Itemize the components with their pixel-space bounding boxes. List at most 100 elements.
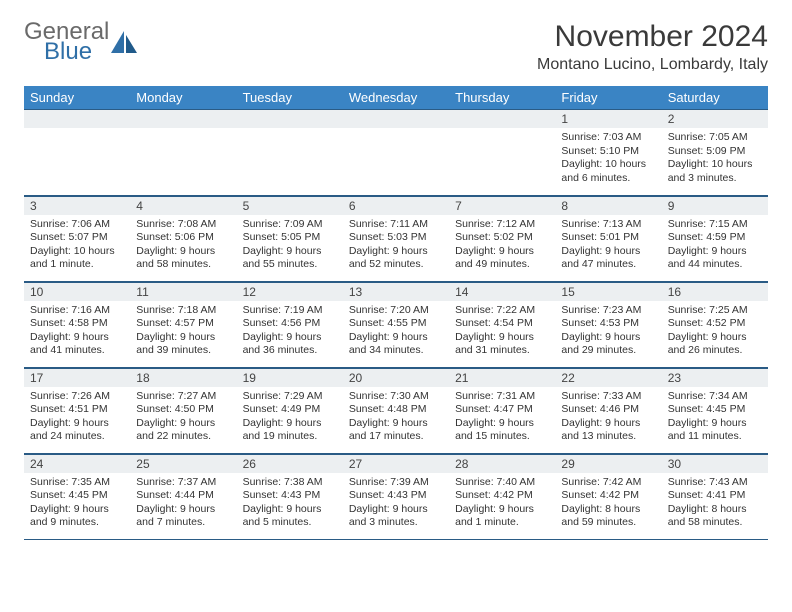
day-number: 28 <box>449 454 555 473</box>
calendar-cell: 8Sunrise: 7:13 AMSunset: 5:01 PMDaylight… <box>555 195 661 281</box>
title-block: November 2024 Montano Lucino, Lombardy, … <box>537 20 768 74</box>
day-text: Sunrise: 7:39 AMSunset: 4:43 PMDaylight:… <box>343 473 449 535</box>
day-text: Sunrise: 7:12 AMSunset: 5:02 PMDaylight:… <box>449 215 555 277</box>
day-text: Sunrise: 7:15 AMSunset: 4:59 PMDaylight:… <box>662 215 768 277</box>
calendar-cell: 16Sunrise: 7:25 AMSunset: 4:52 PMDayligh… <box>662 281 768 367</box>
day-number <box>449 109 555 128</box>
calendar-cell: 30Sunrise: 7:43 AMSunset: 4:41 PMDayligh… <box>662 453 768 539</box>
day-number <box>237 109 343 128</box>
day-text: Sunrise: 7:03 AMSunset: 5:10 PMDaylight:… <box>555 128 661 190</box>
day-number: 20 <box>343 368 449 387</box>
calendar-cell: 22Sunrise: 7:33 AMSunset: 4:46 PMDayligh… <box>555 367 661 453</box>
day-text: Sunrise: 7:06 AMSunset: 5:07 PMDaylight:… <box>24 215 130 277</box>
calendar-week: 24Sunrise: 7:35 AMSunset: 4:45 PMDayligh… <box>24 453 768 539</box>
calendar-week: 10Sunrise: 7:16 AMSunset: 4:58 PMDayligh… <box>24 281 768 367</box>
calendar-cell: 10Sunrise: 7:16 AMSunset: 4:58 PMDayligh… <box>24 281 130 367</box>
brand-logo: General Blue <box>24 20 137 64</box>
weekday-header: Monday <box>130 86 236 109</box>
weekday-header: Friday <box>555 86 661 109</box>
day-number: 3 <box>24 196 130 215</box>
day-number: 5 <box>237 196 343 215</box>
calendar-cell: 15Sunrise: 7:23 AMSunset: 4:53 PMDayligh… <box>555 281 661 367</box>
calendar-cell: 7Sunrise: 7:12 AMSunset: 5:02 PMDaylight… <box>449 195 555 281</box>
day-number <box>130 109 236 128</box>
calendar-cell <box>343 109 449 195</box>
calendar-cell: 26Sunrise: 7:38 AMSunset: 4:43 PMDayligh… <box>237 453 343 539</box>
day-number: 7 <box>449 196 555 215</box>
day-text <box>237 128 343 188</box>
day-text: Sunrise: 7:42 AMSunset: 4:42 PMDaylight:… <box>555 473 661 535</box>
day-number: 15 <box>555 282 661 301</box>
calendar-cell: 19Sunrise: 7:29 AMSunset: 4:49 PMDayligh… <box>237 367 343 453</box>
day-number: 24 <box>24 454 130 473</box>
weekday-header: Tuesday <box>237 86 343 109</box>
day-number: 25 <box>130 454 236 473</box>
day-number: 22 <box>555 368 661 387</box>
calendar-cell: 3Sunrise: 7:06 AMSunset: 5:07 PMDaylight… <box>24 195 130 281</box>
day-number: 13 <box>343 282 449 301</box>
day-number: 9 <box>662 196 768 215</box>
day-number: 17 <box>24 368 130 387</box>
day-text: Sunrise: 7:34 AMSunset: 4:45 PMDaylight:… <box>662 387 768 449</box>
day-text: Sunrise: 7:05 AMSunset: 5:09 PMDaylight:… <box>662 128 768 190</box>
day-number: 21 <box>449 368 555 387</box>
header: General Blue November 2024 Montano Lucin… <box>24 20 768 74</box>
weekday-header: Thursday <box>449 86 555 109</box>
calendar-cell: 2Sunrise: 7:05 AMSunset: 5:09 PMDaylight… <box>662 109 768 195</box>
day-text: Sunrise: 7:26 AMSunset: 4:51 PMDaylight:… <box>24 387 130 449</box>
calendar-table: SundayMondayTuesdayWednesdayThursdayFrid… <box>24 86 768 540</box>
day-text <box>343 128 449 188</box>
day-text: Sunrise: 7:20 AMSunset: 4:55 PMDaylight:… <box>343 301 449 363</box>
day-number: 19 <box>237 368 343 387</box>
day-number: 23 <box>662 368 768 387</box>
calendar-cell: 29Sunrise: 7:42 AMSunset: 4:42 PMDayligh… <box>555 453 661 539</box>
day-text: Sunrise: 7:18 AMSunset: 4:57 PMDaylight:… <box>130 301 236 363</box>
weekday-header: Saturday <box>662 86 768 109</box>
day-text: Sunrise: 7:23 AMSunset: 4:53 PMDaylight:… <box>555 301 661 363</box>
calendar-cell <box>237 109 343 195</box>
location: Montano Lucino, Lombardy, Italy <box>537 56 768 74</box>
day-text: Sunrise: 7:40 AMSunset: 4:42 PMDaylight:… <box>449 473 555 535</box>
day-number: 1 <box>555 109 661 128</box>
calendar-cell: 23Sunrise: 7:34 AMSunset: 4:45 PMDayligh… <box>662 367 768 453</box>
calendar-cell: 9Sunrise: 7:15 AMSunset: 4:59 PMDaylight… <box>662 195 768 281</box>
day-number <box>24 109 130 128</box>
day-number: 29 <box>555 454 661 473</box>
day-text: Sunrise: 7:37 AMSunset: 4:44 PMDaylight:… <box>130 473 236 535</box>
calendar-cell: 6Sunrise: 7:11 AMSunset: 5:03 PMDaylight… <box>343 195 449 281</box>
calendar-cell: 4Sunrise: 7:08 AMSunset: 5:06 PMDaylight… <box>130 195 236 281</box>
day-text: Sunrise: 7:29 AMSunset: 4:49 PMDaylight:… <box>237 387 343 449</box>
day-text: Sunrise: 7:19 AMSunset: 4:56 PMDaylight:… <box>237 301 343 363</box>
calendar-cell: 27Sunrise: 7:39 AMSunset: 4:43 PMDayligh… <box>343 453 449 539</box>
calendar-body: 1Sunrise: 7:03 AMSunset: 5:10 PMDaylight… <box>24 109 768 539</box>
calendar-cell: 25Sunrise: 7:37 AMSunset: 4:44 PMDayligh… <box>130 453 236 539</box>
day-number: 12 <box>237 282 343 301</box>
calendar-cell <box>130 109 236 195</box>
calendar-cell <box>449 109 555 195</box>
day-text <box>449 128 555 188</box>
calendar-cell: 1Sunrise: 7:03 AMSunset: 5:10 PMDaylight… <box>555 109 661 195</box>
calendar-cell: 17Sunrise: 7:26 AMSunset: 4:51 PMDayligh… <box>24 367 130 453</box>
calendar-cell: 11Sunrise: 7:18 AMSunset: 4:57 PMDayligh… <box>130 281 236 367</box>
day-text: Sunrise: 7:25 AMSunset: 4:52 PMDaylight:… <box>662 301 768 363</box>
day-text: Sunrise: 7:38 AMSunset: 4:43 PMDaylight:… <box>237 473 343 535</box>
calendar-week: 17Sunrise: 7:26 AMSunset: 4:51 PMDayligh… <box>24 367 768 453</box>
calendar-cell: 20Sunrise: 7:30 AMSunset: 4:48 PMDayligh… <box>343 367 449 453</box>
calendar-week: 3Sunrise: 7:06 AMSunset: 5:07 PMDaylight… <box>24 195 768 281</box>
calendar-cell <box>24 109 130 195</box>
day-number: 6 <box>343 196 449 215</box>
sail-icon <box>111 31 137 58</box>
day-text <box>130 128 236 188</box>
day-number: 16 <box>662 282 768 301</box>
day-text: Sunrise: 7:33 AMSunset: 4:46 PMDaylight:… <box>555 387 661 449</box>
calendar-week: 1Sunrise: 7:03 AMSunset: 5:10 PMDaylight… <box>24 109 768 195</box>
calendar-cell: 18Sunrise: 7:27 AMSunset: 4:50 PMDayligh… <box>130 367 236 453</box>
day-number: 11 <box>130 282 236 301</box>
day-text: Sunrise: 7:35 AMSunset: 4:45 PMDaylight:… <box>24 473 130 535</box>
day-text: Sunrise: 7:27 AMSunset: 4:50 PMDaylight:… <box>130 387 236 449</box>
day-number: 14 <box>449 282 555 301</box>
calendar-cell: 21Sunrise: 7:31 AMSunset: 4:47 PMDayligh… <box>449 367 555 453</box>
day-number: 30 <box>662 454 768 473</box>
day-number: 8 <box>555 196 661 215</box>
day-text: Sunrise: 7:30 AMSunset: 4:48 PMDaylight:… <box>343 387 449 449</box>
